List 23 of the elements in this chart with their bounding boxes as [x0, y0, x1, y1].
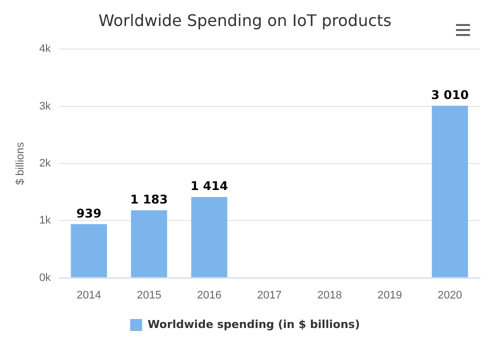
x-tick-label: 2018	[317, 289, 342, 302]
y-tick-label: 1k	[39, 214, 52, 227]
legend-label: Worldwide spending (in $ billions)	[148, 318, 360, 331]
bar	[432, 106, 468, 278]
y-tick-label: 2k	[39, 158, 52, 170]
chart-title: Worldwide Spending on IoT products	[98, 10, 392, 30]
data-label: 1 183	[130, 192, 168, 206]
x-tick-label: 2016	[197, 289, 222, 302]
y-axis-title: $ billions	[14, 142, 27, 185]
data-label: 1 414	[190, 179, 228, 194]
y-tick-label: 3k	[39, 100, 52, 112]
x-tick-label: 2019	[378, 289, 402, 302]
data-label: 3 010	[431, 88, 469, 102]
x-tick-label: 2014	[76, 289, 102, 302]
x-tick-label: 2015	[136, 289, 162, 302]
data-label: 939	[76, 206, 102, 220]
y-tick-label: 4k	[39, 43, 52, 56]
bar	[70, 224, 107, 278]
x-tick-label: 2017	[257, 289, 282, 302]
bar	[191, 196, 228, 278]
bar	[131, 210, 168, 278]
y-tick-label: 0k	[39, 272, 52, 284]
x-tick-label: 2020	[438, 289, 462, 302]
